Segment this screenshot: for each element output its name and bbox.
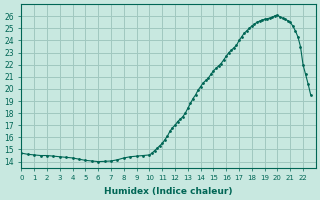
- X-axis label: Humidex (Indice chaleur): Humidex (Indice chaleur): [104, 187, 233, 196]
